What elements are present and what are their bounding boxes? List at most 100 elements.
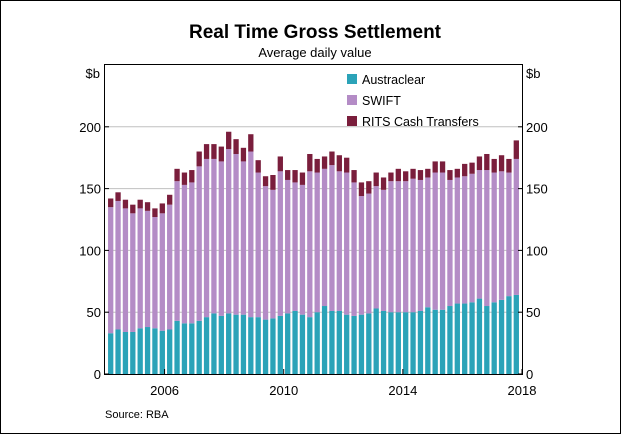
bar-austraclear — [410, 312, 416, 374]
bar-austraclear — [196, 320, 202, 374]
bar-swift — [248, 151, 254, 318]
bar-austraclear — [469, 302, 475, 374]
bar-rits-cash-transfers — [336, 155, 342, 172]
chart-title: Real Time Gross Settlement — [189, 22, 442, 43]
bar-austraclear — [189, 323, 195, 374]
bar-swift — [336, 171, 342, 311]
bar-austraclear — [380, 310, 387, 374]
y-tick-label-left: 0 — [94, 367, 101, 382]
bar-austraclear — [277, 315, 283, 374]
bar-rits-cash-transfers — [262, 176, 269, 187]
bar-rits-cash-transfers — [469, 162, 475, 174]
bar-swift — [255, 172, 261, 318]
bar-austraclear — [262, 319, 269, 374]
bar-rits-cash-transfers — [358, 182, 365, 197]
bar-rits-cash-transfers — [432, 161, 438, 173]
chart-subtitle: Average daily value — [258, 45, 371, 60]
bar-austraclear — [285, 313, 291, 374]
bar-swift — [285, 179, 291, 314]
bar-swift — [439, 172, 446, 310]
bar-rits-cash-transfers — [351, 170, 357, 183]
bar-rits-cash-transfers — [454, 168, 460, 178]
bar-swift — [358, 196, 365, 315]
bar-rits-cash-transfers — [307, 153, 313, 172]
bar-rits-cash-transfers — [506, 158, 512, 173]
bar-austraclear — [130, 331, 136, 374]
bar-austraclear — [122, 331, 129, 374]
y-tick-label-right: 100 — [526, 243, 548, 258]
bar-swift — [351, 182, 357, 316]
bar-swift — [189, 182, 195, 324]
y-tick-label-left: 200 — [79, 120, 101, 135]
bar-swift — [432, 172, 438, 310]
y-axis-ticks: 0 0 50 50 100 100 150 150 200 200 — [79, 120, 547, 382]
bar-rits-cash-transfers — [513, 140, 519, 159]
bar-rits-cash-transfers — [159, 203, 165, 214]
bar-austraclear — [462, 303, 468, 374]
bar-rits-cash-transfers — [108, 198, 114, 208]
bars-group — [108, 131, 519, 374]
bar-rits-cash-transfers — [314, 158, 320, 173]
bar-austraclear — [336, 310, 342, 374]
x-axis-ticks: 2006 2010 2014 2018 — [150, 369, 536, 398]
bar-rits-cash-transfers — [277, 156, 283, 172]
bar-rits-cash-transfers — [498, 155, 505, 172]
bar-swift — [410, 178, 416, 313]
bar-rits-cash-transfers — [174, 168, 180, 182]
bar-austraclear — [321, 306, 328, 374]
bar-austraclear — [506, 296, 512, 374]
bar-rits-cash-transfers — [167, 194, 173, 205]
bar-rits-cash-transfers — [292, 170, 298, 183]
bar-austraclear — [181, 323, 188, 374]
bar-rits-cash-transfers — [417, 170, 424, 180]
legend-label: Austraclear — [362, 73, 425, 87]
bar-swift — [513, 158, 519, 295]
bar-rits-cash-transfers — [380, 177, 387, 190]
y-tick-label-right: 200 — [526, 120, 548, 135]
bar-swift — [167, 204, 173, 330]
bar-swift — [476, 170, 483, 299]
bar-swift — [152, 217, 158, 329]
bar-swift — [366, 193, 372, 314]
legend-label: RITS Cash Transfers — [362, 115, 479, 129]
plot-area-frame — [104, 64, 523, 375]
bar-austraclear — [152, 328, 158, 374]
bar-rits-cash-transfers — [233, 139, 239, 154]
bar-austraclear — [137, 328, 143, 374]
bar-swift — [425, 177, 431, 308]
bar-swift — [498, 171, 505, 300]
bar-swift — [115, 200, 121, 330]
bar-rits-cash-transfers — [144, 202, 151, 211]
bar-austraclear — [218, 315, 224, 374]
bar-rits-cash-transfers — [403, 171, 409, 182]
bar-rits-cash-transfers — [218, 146, 224, 162]
bar-rits-cash-transfers — [462, 163, 468, 177]
bar-austraclear — [454, 303, 460, 374]
bar-austraclear — [270, 318, 276, 374]
bar-swift — [240, 161, 247, 315]
y-tick-label-right: 150 — [526, 182, 548, 197]
bar-austraclear — [329, 310, 335, 374]
bar-swift — [196, 166, 202, 321]
bar-swift — [491, 172, 497, 303]
bar-rits-cash-transfers — [196, 151, 202, 167]
y-tick-label-left: 50 — [87, 305, 101, 320]
y-axis-unit-left: $b — [86, 66, 100, 81]
bar-austraclear — [395, 312, 401, 374]
bar-rits-cash-transfers — [410, 168, 416, 179]
bar-austraclear — [211, 313, 217, 374]
x-tick-label: 2014 — [388, 383, 417, 398]
bar-austraclear — [203, 317, 210, 374]
bar-austraclear — [248, 317, 254, 374]
bar-rits-cash-transfers — [189, 170, 195, 183]
bar-austraclear — [115, 329, 121, 374]
bar-rits-cash-transfers — [373, 172, 379, 187]
bar-swift — [506, 172, 512, 297]
y-tick-label-left: 100 — [79, 243, 101, 258]
bar-austraclear — [144, 327, 151, 374]
bar-austraclear — [292, 310, 298, 374]
bar-rits-cash-transfers — [491, 158, 497, 173]
bar-austraclear — [167, 329, 173, 374]
bar-swift — [270, 189, 276, 319]
bar-austraclear — [226, 313, 232, 374]
